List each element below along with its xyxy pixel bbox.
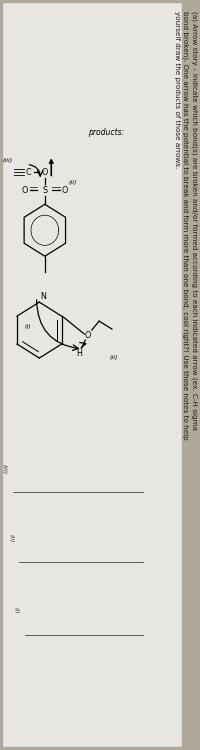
Text: O: O [21,186,28,195]
FancyBboxPatch shape [3,3,182,747]
Text: S: S [42,186,47,195]
Text: (ii): (ii) [68,180,77,184]
Text: (i): (i) [25,323,32,328]
Text: (i): (i) [14,607,19,613]
Text: (ii): (ii) [8,534,13,542]
Text: products:: products: [88,128,124,137]
Text: O: O [62,186,68,195]
Text: (a) Arrow story – indicate which bond(s) are broken and/or formed according to e: (a) Arrow story – indicate which bond(s)… [174,10,198,439]
Text: (iii): (iii) [3,158,13,163]
Text: C: C [25,168,31,177]
Text: N: N [40,292,46,302]
Text: H: H [76,349,82,358]
Text: (ii): (ii) [110,355,118,359]
Text: (iii): (iii) [2,464,7,474]
Text: O: O [85,331,91,340]
Text: O: O [42,168,48,177]
